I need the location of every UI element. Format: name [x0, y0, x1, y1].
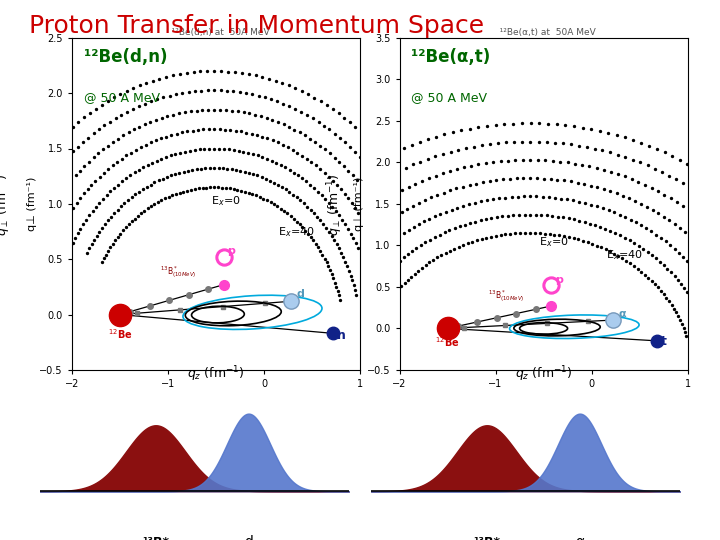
Text: @ 50 A MeV: @ 50 A MeV	[411, 91, 487, 104]
Text: ¹²Be(d,n): ¹²Be(d,n)	[84, 48, 167, 66]
Text: ¹³B*: ¹³B*	[474, 536, 500, 540]
Text: p: p	[555, 275, 563, 285]
Text: ¹²Be(α,t): ¹²Be(α,t)	[411, 48, 490, 66]
Text: $^{12}$Be: $^{12}$Be	[108, 327, 132, 341]
Text: Proton Transfer in Momentum Space: Proton Transfer in Momentum Space	[29, 14, 484, 37]
Text: $^{13}$B$^*_{(10MeV)}$: $^{13}$B$^*_{(10MeV)}$	[488, 288, 524, 305]
Text: E$_x$=40: E$_x$=40	[279, 225, 315, 239]
Text: t: t	[661, 335, 667, 348]
Text: E$_x$=0: E$_x$=0	[539, 235, 569, 249]
Text: $^{13}$B$^*_{(10MeV)}$: $^{13}$B$^*_{(10MeV)}$	[161, 265, 197, 281]
Text: $q_\perp$ (fm$^{-1}$): $q_\perp$ (fm$^{-1}$)	[0, 174, 14, 237]
Text: p: p	[228, 246, 235, 255]
Y-axis label: q⊥ (fm⁻¹): q⊥ (fm⁻¹)	[354, 177, 364, 231]
Text: d: d	[297, 289, 305, 299]
Y-axis label: q⊥ (fm⁻¹): q⊥ (fm⁻¹)	[27, 177, 37, 231]
Text: α: α	[575, 535, 585, 540]
Text: $q_z$ (fm$^{-1}$): $q_z$ (fm$^{-1}$)	[515, 364, 572, 384]
Text: d: d	[244, 535, 253, 540]
Text: @ 50 A MeV: @ 50 A MeV	[84, 91, 160, 104]
Title:    ¹²Be(α,t) at  50A MeV: ¹²Be(α,t) at 50A MeV	[491, 28, 596, 37]
Text: $q_\perp$ (fm$^{-1}$): $q_\perp$ (fm$^{-1}$)	[325, 174, 345, 237]
Text: E$_x$=40: E$_x$=40	[606, 248, 643, 261]
Text: α: α	[618, 309, 626, 319]
Text: E$_x$=0: E$_x$=0	[211, 194, 241, 208]
Text: $^{12}$Be: $^{12}$Be	[436, 335, 460, 349]
Title:    ¹²Be(d,n) at  50A MeV: ¹²Be(d,n) at 50A MeV	[163, 28, 269, 37]
Text: n: n	[337, 329, 346, 342]
Text: $q_z$ (fm$^{-1}$): $q_z$ (fm$^{-1}$)	[187, 364, 245, 384]
Text: ¹³B*: ¹³B*	[142, 536, 169, 540]
